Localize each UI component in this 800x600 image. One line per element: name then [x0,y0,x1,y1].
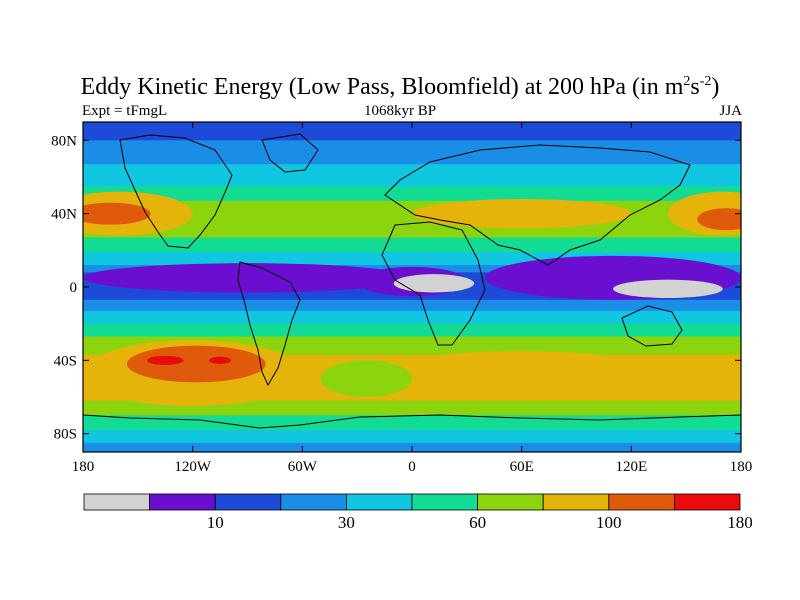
colorbar-segment-8 [608,493,675,511]
energy-blob-8 [393,274,475,293]
period-label: 1068kyr BP [363,103,437,119]
x-tick-label-6: 180 [730,459,753,475]
y-tick-label-3: 40S [54,353,77,369]
energy-blob-12 [146,355,184,365]
chart-title: Eddy Kinetic Energy (Low Pass, Bloomfiel… [80,74,720,100]
energy-blob-4 [697,208,741,231]
coastlines [83,133,741,429]
y-tick-label-4: 80S [54,427,77,443]
colorbar-segment-4 [345,493,413,511]
x-tick-label-1: 120W [174,459,212,475]
energy-band-5 [83,237,741,253]
energy-band-4 [83,200,741,238]
energy-blob-15 [320,360,412,397]
colorbar-segment-2 [214,493,282,511]
energy-band-10 [83,310,741,325]
energy-band-11 [83,323,741,337]
coast-eurasia [384,144,691,266]
energy-blob-3 [83,202,151,225]
season-label: JJA [719,103,742,119]
colorbar-segment-1 [149,493,216,511]
coast-antarctica [83,414,741,429]
colorbar-segment-6 [477,493,544,511]
x-tick-label-3: 0 [408,459,416,475]
x-tick-label-5: 120E [615,459,647,475]
colorbar-label-0: 10 [207,513,224,532]
energy-blob-11 [126,345,266,383]
y-tick-label-1: 40N [51,207,77,223]
energy-blob-9 [613,279,723,299]
x-tick-label-0: 180 [72,459,95,475]
y-tick-label-2: 0 [70,280,78,296]
coast-greenland [261,133,319,173]
energy-blob-13 [209,356,232,365]
colorbar-segment-5 [411,493,478,511]
colorbar-segment-0 [83,493,150,511]
colorbar: 10 30 60 100 180 [83,493,753,532]
energy-band-15 [83,415,741,431]
colorbar-segment-7 [542,493,610,511]
energy-band-1 [83,140,741,165]
coast-south-america [237,261,301,387]
energy-band-3 [83,186,741,202]
energy-band-14 [83,400,741,416]
energy-blob-14 [375,351,668,396]
energy-blob-5 [83,263,412,293]
colorbar-label-3: 100 [596,513,622,532]
x-tick-label-2: 60W [288,459,318,475]
colorbar-label-2: 60 [469,513,486,532]
axes: 180 120W 60W 0 60E 120E 180 80N 40N 0 40S 80S [51,122,752,475]
coast-africa [381,221,486,346]
coast-north-america [119,134,233,249]
colorbar-segment-9 [674,493,741,511]
energy-band-16 [83,430,741,444]
colorbar-label-1: 30 [338,513,355,532]
colorbar-segment-3 [280,493,347,511]
experiment-label: Expt = tFmgL [82,103,168,119]
energy-band-2 [83,164,741,187]
y-tick-label-0: 80N [51,133,77,149]
energy-band-0 [83,122,741,141]
colorbar-label-4: 180 [727,513,753,532]
energy-blob-2 [412,199,632,229]
x-tick-label-4: 60E [510,459,534,475]
energy-field [83,122,741,452]
energy-band-9 [83,299,741,312]
coast-australia [621,305,683,347]
